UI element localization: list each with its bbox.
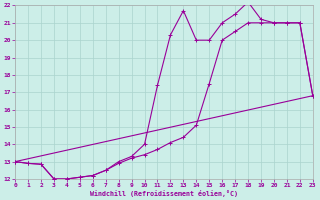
X-axis label: Windchill (Refroidissement éolien,°C): Windchill (Refroidissement éolien,°C) (90, 190, 238, 197)
